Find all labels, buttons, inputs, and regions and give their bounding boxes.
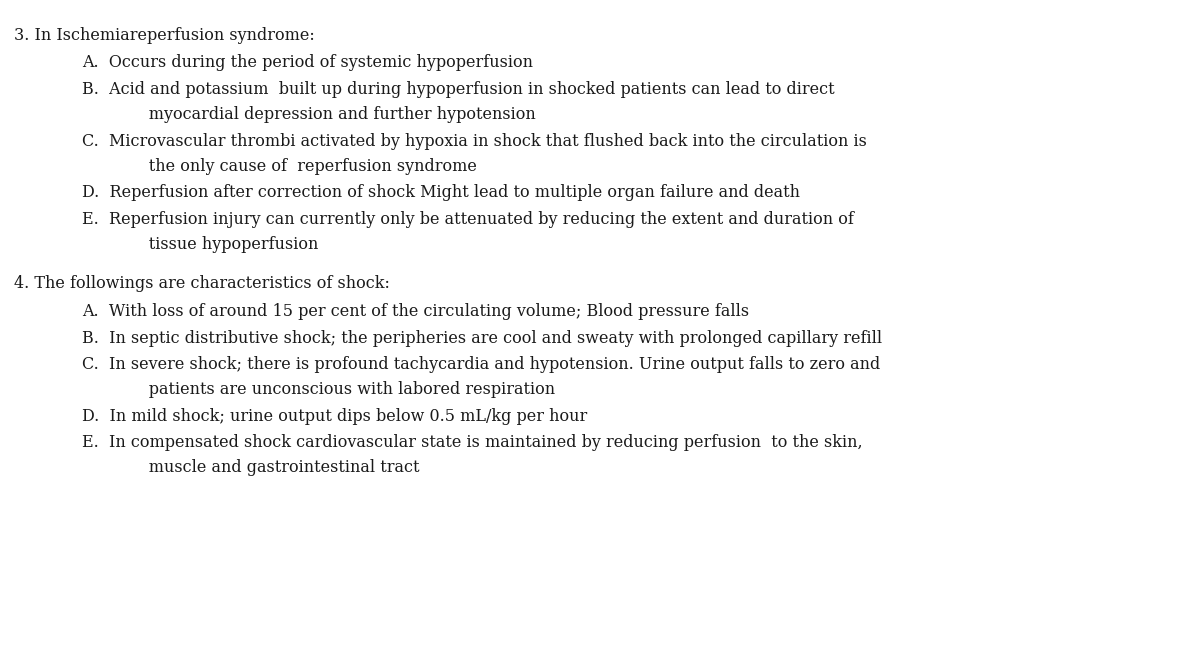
Text: D.  In mild shock; urine output dips below 0.5 mL/kg per hour: D. In mild shock; urine output dips belo…	[82, 408, 587, 425]
Text: the only cause of  reperfusion syndrome: the only cause of reperfusion syndrome	[118, 158, 476, 175]
Text: A.  With loss of around 15 per cent of the circulating volume; Blood pressure fa: A. With loss of around 15 per cent of th…	[82, 303, 749, 320]
Text: B.  In septic distributive shock; the peripheries are cool and sweaty with prolo: B. In septic distributive shock; the per…	[82, 330, 882, 347]
Text: E.  Reperfusion injury can currently only be attenuated by reducing the extent a: E. Reperfusion injury can currently only…	[82, 211, 853, 228]
Text: patients are unconscious with labored respiration: patients are unconscious with labored re…	[118, 381, 554, 398]
Text: myocardial depression and further hypotension: myocardial depression and further hypote…	[118, 106, 535, 123]
Text: 4. The followings are characteristics of shock:: 4. The followings are characteristics of…	[14, 275, 390, 292]
Text: D.  Reperfusion after correction of shock Might lead to multiple organ failure a: D. Reperfusion after correction of shock…	[82, 184, 799, 202]
Text: 3. In Ischemiareperfusion syndrome:: 3. In Ischemiareperfusion syndrome:	[14, 27, 316, 44]
Text: E.  In compensated shock cardiovascular state is maintained by reducing perfusio: E. In compensated shock cardiovascular s…	[82, 434, 863, 452]
Text: C.  Microvascular thrombi activated by hypoxia in shock that flushed back into t: C. Microvascular thrombi activated by hy…	[82, 133, 866, 150]
Text: B.  Acid and potassium  built up during hypoperfusion in shocked patients can le: B. Acid and potassium built up during hy…	[82, 81, 834, 98]
Text: tissue hypoperfusion: tissue hypoperfusion	[118, 236, 318, 253]
Text: muscle and gastrointestinal tract: muscle and gastrointestinal tract	[118, 459, 419, 477]
Text: A.  Occurs during the period of systemic hypoperfusion: A. Occurs during the period of systemic …	[82, 54, 533, 72]
Text: C.  In severe shock; there is profound tachycardia and hypotension. Urine output: C. In severe shock; there is profound ta…	[82, 356, 880, 373]
